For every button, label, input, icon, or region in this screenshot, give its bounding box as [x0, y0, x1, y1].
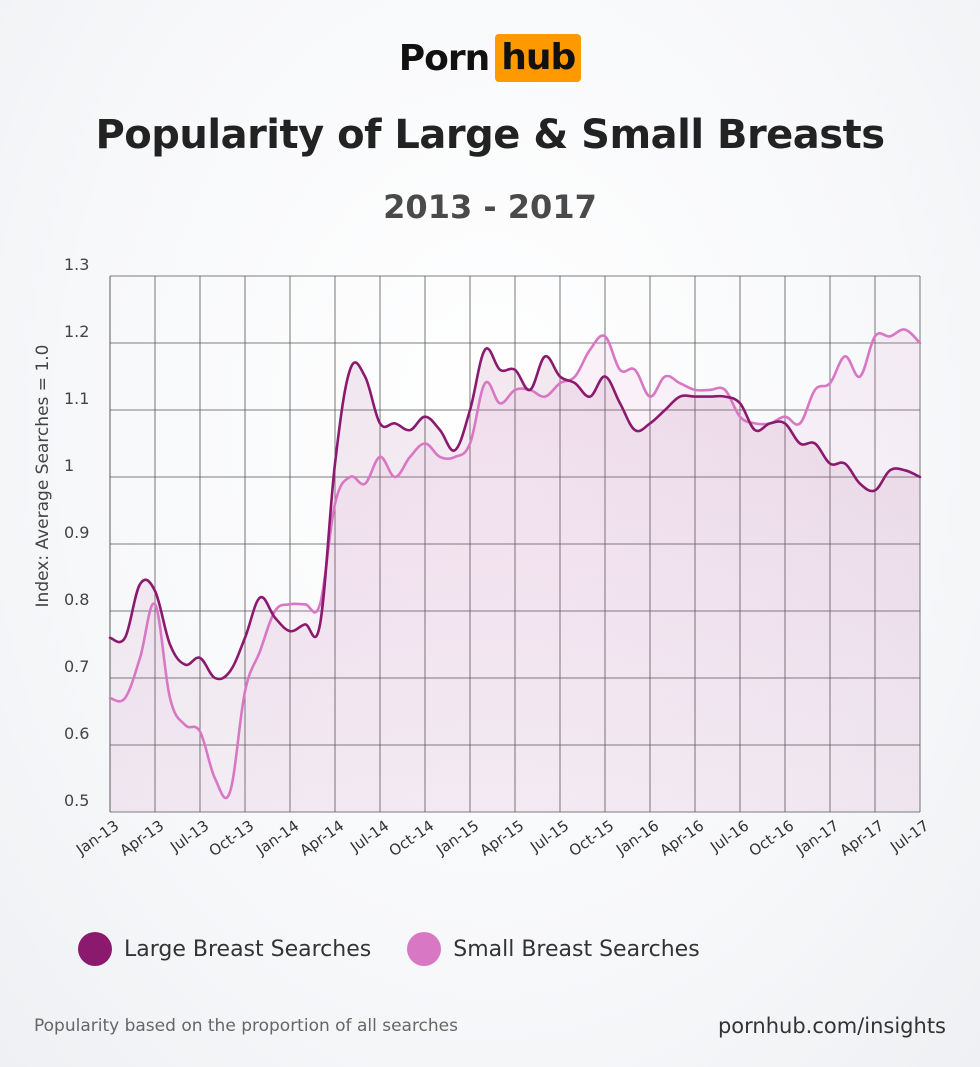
y-tick-label: 1.3 [64, 255, 89, 274]
y-tick-label: 0.7 [64, 657, 89, 676]
x-tick-label: Jan-16 [612, 817, 662, 860]
x-tick-label: Apr-14 [296, 817, 347, 860]
x-tick-label: Apr-15 [476, 817, 527, 860]
footnote: Popularity based on the proportion of al… [34, 1016, 458, 1036]
x-tick-label: Oct-15 [566, 817, 618, 861]
chart-title: Popularity of Large & Small Breasts [95, 112, 885, 158]
y-axis-ticks: 0.5 0.6 0.7 0.8 0.9 1 1.1 1.2 1.3 [64, 255, 89, 810]
legend-swatch-large [78, 932, 112, 966]
y-tick-label: 0.9 [64, 523, 89, 542]
legend-label-large: Large Breast Searches [124, 936, 372, 962]
x-tick-label: Jan-17 [792, 817, 842, 860]
logo-text-hub: hub [495, 34, 582, 82]
y-axis-label: Index: Average Searches = 1.0 [33, 345, 53, 608]
y-tick-label: 0.6 [64, 724, 89, 743]
x-tick-label: Apr-16 [656, 817, 707, 860]
y-tick-label: 0.5 [64, 791, 89, 810]
source-url: pornhub.com/insights [717, 1014, 946, 1038]
x-tick-label: Jul-15 [526, 817, 572, 857]
legend-swatch-small [407, 932, 442, 966]
x-tick-label: Apr-13 [116, 817, 167, 860]
chart-subtitle: 2013 - 2017 [383, 188, 597, 226]
x-tick-label: Oct-16 [746, 817, 798, 861]
area-fills [110, 329, 920, 812]
legend-label-small: Small Breast Searches [453, 936, 700, 962]
logo-text-porn: Porn [398, 37, 490, 79]
area-large-breast [110, 348, 920, 812]
series-lines [108, 328, 922, 800]
legend-item-small: Small Breast Searches [407, 932, 700, 966]
y-tick-label: 1.1 [64, 389, 89, 408]
x-tick-label: Jul-17 [886, 817, 932, 857]
x-tick-label: Jan-15 [432, 817, 482, 860]
legend-item-large: Large Breast Searches [78, 932, 371, 966]
x-tick-label: Oct-13 [206, 817, 258, 861]
x-tick-label: Jul-16 [706, 817, 752, 857]
x-tick-label: Jul-14 [346, 817, 392, 857]
pornhub-logo: Porn hub [0, 34, 980, 82]
y-tick-label: 1.2 [64, 322, 89, 341]
y-tick-label: 1 [64, 456, 74, 475]
x-tick-label: Jan-13 [72, 817, 122, 860]
x-tick-label: Jan-14 [252, 817, 302, 860]
line-large-breast-searches [108, 347, 922, 681]
y-tick-label: 0.8 [64, 590, 89, 609]
x-tick-label: Oct-14 [386, 817, 438, 861]
x-tick-label: Jul-13 [166, 817, 212, 857]
line-small-breast-searches [108, 328, 922, 800]
x-tick-label: Apr-17 [836, 817, 887, 860]
legend: Large Breast Searches Small Breast Searc… [78, 932, 736, 966]
